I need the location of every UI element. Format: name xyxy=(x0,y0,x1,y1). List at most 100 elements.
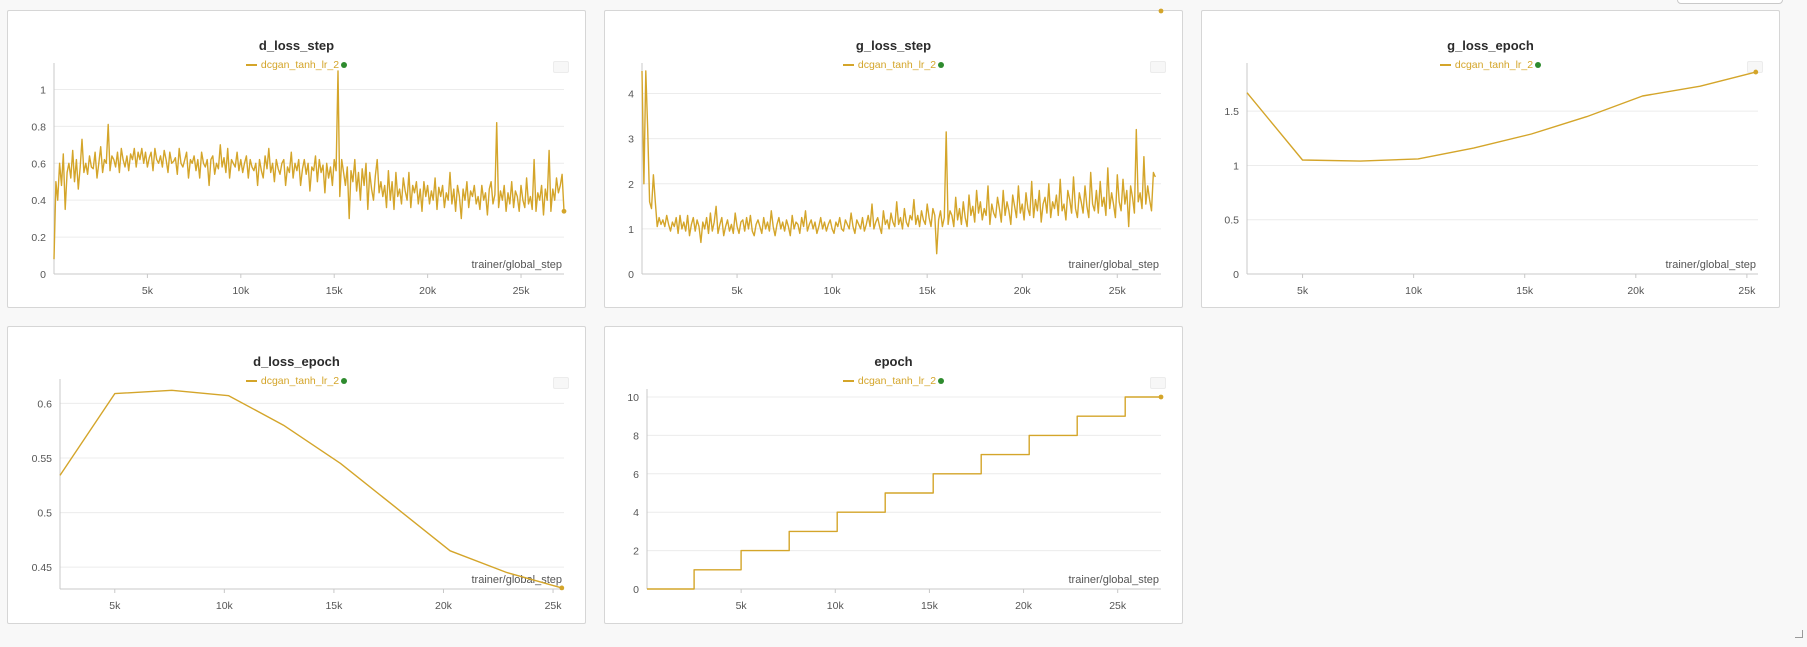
chart-title: d_loss_step xyxy=(258,38,335,53)
run-status-dot xyxy=(1535,62,1542,69)
legend-label: dcgan_tanh_lr_2 xyxy=(857,375,937,387)
x-axis-label: trainer/global_step xyxy=(471,259,562,271)
x-tick-label: 15k xyxy=(1516,285,1534,297)
x-tick-label: 10k xyxy=(232,285,250,297)
series-end-point xyxy=(1158,394,1164,400)
legend-label: dcgan_tanh_lr_2 xyxy=(857,59,937,71)
x-axis-label: trainer/global_step xyxy=(1665,259,1756,271)
plot-area: 0 0.5 1 1.5 5k 10k 15k 20k 25k trainer/global_ste… xyxy=(1224,63,1759,297)
legend: dcgan_tanh_lr_2 xyxy=(605,375,1182,387)
chart-title: g_loss_epoch xyxy=(1447,38,1534,53)
legend-label: dcgan_tanh_lr_2 xyxy=(260,59,340,71)
y-tick-label: 0.45 xyxy=(32,562,53,574)
x-tick-label: 25k xyxy=(545,600,563,612)
chart-title: g_loss_step xyxy=(855,38,932,53)
run-status-dot xyxy=(341,378,348,385)
y-tick-label: 0 xyxy=(1233,269,1239,281)
series-end-point xyxy=(561,208,567,214)
y-tick-label: 1.5 xyxy=(1224,106,1239,118)
x-axis-label: trainer/global_step xyxy=(1068,574,1159,586)
legend-swatch xyxy=(842,64,854,67)
panel-epoch: epoch dcgan_tanh_lr_2 0 2 4 6 8 10 5k 10k 15k 20k… xyxy=(604,326,1183,624)
y-tick-label: 4 xyxy=(633,507,639,519)
x-tick-label: 20k xyxy=(419,285,437,297)
legend: dcgan_tanh_lr_2 xyxy=(8,59,585,71)
x-tick-label: 10k xyxy=(1405,285,1423,297)
x-tick-label: 15k xyxy=(919,285,937,297)
panel-g-loss-epoch: g_loss_epoch dcgan_tanh_lr_2 0 0.5 1 1.5 5k 1… xyxy=(1201,10,1780,308)
x-tick-label: 15k xyxy=(325,600,343,612)
y-tick-label: 6 xyxy=(633,469,639,481)
y-tick-label: 0.5 xyxy=(37,508,52,520)
legend-swatch xyxy=(1439,64,1451,67)
y-tick-label: 0 xyxy=(40,269,46,281)
x-axis-label: trainer/global_step xyxy=(1068,259,1159,271)
x-tick-label: 10k xyxy=(216,600,234,612)
series-line xyxy=(647,396,1161,590)
x-tick-label: 15k xyxy=(326,285,344,297)
plot-area: 0 2 4 6 8 10 5k 10k 15k 20k 25k trainer/global_step xyxy=(627,389,1164,612)
x-tick-label: 15k xyxy=(921,600,939,612)
panel-d-loss-step: d_loss_step dcgan_tanh_lr_2 0 0.2 0.4 0.6 0.… xyxy=(7,10,586,308)
legend-toggle-icon[interactable] xyxy=(1150,377,1166,389)
legend-toggle-icon[interactable] xyxy=(1150,61,1166,73)
y-tick-label: 1 xyxy=(40,84,46,96)
x-tick-label: 25k xyxy=(513,285,531,297)
y-tick-label: 0.5 xyxy=(1224,215,1239,227)
legend-swatch xyxy=(245,380,257,383)
y-tick-label: 0.4 xyxy=(31,195,46,207)
legend: dcgan_tanh_lr_2 xyxy=(605,59,1182,71)
y-tick-label: 4 xyxy=(628,89,634,101)
chart-title: epoch xyxy=(874,354,913,369)
legend-label: dcgan_tanh_lr_2 xyxy=(1454,59,1534,71)
chart-title: d_loss_epoch xyxy=(253,354,340,369)
plot-area: 0.45 0.5 0.55 0.6 5k 10k 15k 20k 25k trainer/glob… xyxy=(32,379,565,612)
top-control-edge[interactable] xyxy=(1677,0,1783,4)
plot-area: 0 1 2 3 4 5k 10k 15k 20k 25k trainer/global_step xyxy=(628,8,1164,297)
y-tick-label: 0.8 xyxy=(31,121,46,133)
y-tick-label: 3 xyxy=(628,134,634,146)
y-tick-label: 0.2 xyxy=(31,232,46,244)
legend-toggle-icon[interactable] xyxy=(553,377,569,389)
y-tick-label: 10 xyxy=(627,392,639,404)
y-tick-label: 2 xyxy=(633,546,639,558)
legend-swatch xyxy=(842,380,854,383)
run-status-dot xyxy=(341,62,348,69)
y-tick-label: 0 xyxy=(628,269,634,281)
series-line xyxy=(1246,71,1756,162)
x-tick-label: 5k xyxy=(736,600,748,612)
panel-d-loss-epoch: d_loss_epoch dcgan_tanh_lr_2 0.45 0.5 0.55… xyxy=(7,326,586,624)
y-tick-label: 0.55 xyxy=(32,453,53,465)
y-tick-label: 8 xyxy=(633,430,639,442)
series-line xyxy=(59,389,562,589)
run-status-dot xyxy=(938,378,945,385)
legend: dcgan_tanh_lr_2 xyxy=(8,375,585,387)
resize-grip-icon[interactable] xyxy=(1795,630,1803,638)
series-end-point xyxy=(1753,69,1759,75)
x-tick-label: 5k xyxy=(109,600,121,612)
x-tick-label: 20k xyxy=(1015,600,1033,612)
series-line xyxy=(53,70,565,260)
legend-swatch xyxy=(245,64,257,67)
series-end-point xyxy=(559,585,565,591)
y-tick-label: 2 xyxy=(628,179,634,191)
y-tick-label: 0 xyxy=(633,584,639,596)
x-tick-label: 20k xyxy=(1014,285,1032,297)
y-tick-label: 1 xyxy=(1233,160,1239,172)
x-tick-label: 5k xyxy=(142,285,154,297)
x-axis-label: trainer/global_step xyxy=(471,574,562,586)
legend-toggle-icon[interactable] xyxy=(553,61,569,73)
x-tick-label: 25k xyxy=(1109,600,1127,612)
x-tick-label: 20k xyxy=(435,600,453,612)
run-status-dot xyxy=(938,62,945,69)
x-tick-label: 10k xyxy=(824,285,842,297)
y-tick-label: 1 xyxy=(628,224,634,236)
panel-g-loss-step: g_loss_step dcgan_tanh_lr_2 0 1 2 3 4 5k 10k 15… xyxy=(604,8,1183,308)
legend: dcgan_tanh_lr_2 xyxy=(1202,59,1779,71)
y-tick-label: 0.6 xyxy=(37,398,52,410)
x-tick-label: 25k xyxy=(1109,285,1127,297)
x-tick-label: 10k xyxy=(827,600,845,612)
series-line xyxy=(641,70,1156,255)
y-tick-label: 0.6 xyxy=(31,158,46,170)
